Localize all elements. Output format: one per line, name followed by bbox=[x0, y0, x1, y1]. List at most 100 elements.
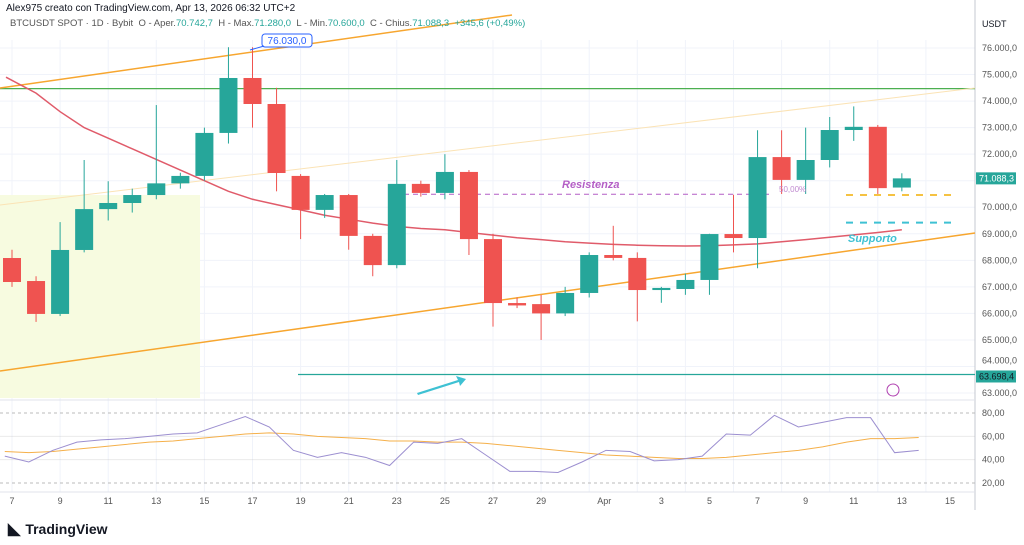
candle bbox=[171, 175, 190, 184]
arrow-icon bbox=[417, 376, 466, 395]
high-callout bbox=[261, 33, 313, 48]
low-label: L - Min. bbox=[296, 18, 328, 29]
candle bbox=[820, 130, 839, 160]
candle bbox=[484, 239, 502, 304]
time-tick: 11 bbox=[104, 496, 113, 506]
price-tick: 64.000,0 bbox=[982, 355, 1017, 365]
candle bbox=[868, 126, 887, 189]
time-tick: 7 bbox=[9, 496, 14, 506]
candle bbox=[27, 281, 46, 314]
change: +345,6 (+0,49%) bbox=[454, 18, 526, 29]
price-tick: 69.000,0 bbox=[982, 229, 1017, 239]
rsi-line bbox=[4, 414, 919, 474]
time-tick: 9 bbox=[803, 496, 808, 506]
candle bbox=[459, 171, 478, 240]
price-tick: 63.000,0 bbox=[982, 388, 1017, 398]
candle bbox=[315, 195, 334, 210]
last-price-badge bbox=[976, 172, 1016, 185]
time-tick: Apr bbox=[597, 496, 611, 506]
candle bbox=[652, 287, 671, 291]
price-tick: 75.000,0 bbox=[982, 70, 1017, 80]
high-label: 76.030,0 bbox=[268, 36, 307, 47]
rsi-tick: 20,00 bbox=[982, 478, 1005, 488]
support-label: Supporto bbox=[848, 233, 897, 245]
candle bbox=[267, 103, 286, 174]
open-value: 70.742,7 bbox=[175, 18, 213, 29]
time-tick: 29 bbox=[536, 496, 546, 506]
moving-average-line bbox=[5, 76, 902, 247]
candle bbox=[339, 195, 358, 236]
time-tick: 11 bbox=[849, 496, 858, 506]
candle bbox=[604, 255, 623, 258]
candle bbox=[676, 279, 695, 289]
high-pointer bbox=[249, 45, 265, 51]
candle bbox=[748, 157, 767, 239]
time-tick: 21 bbox=[344, 496, 354, 506]
candle bbox=[772, 157, 791, 180]
resistance-label: Resistenza bbox=[562, 179, 619, 191]
candle bbox=[556, 292, 575, 314]
price-tick: 73.000,0 bbox=[982, 123, 1017, 133]
time-tick: 19 bbox=[296, 496, 306, 506]
time-tick: 17 bbox=[247, 496, 257, 506]
time-tick: 15 bbox=[199, 496, 209, 506]
level-price-badge-text: 63.698,4 bbox=[979, 371, 1014, 381]
candle bbox=[508, 303, 527, 306]
candle bbox=[411, 183, 430, 193]
candle bbox=[700, 234, 719, 280]
fib-label: 50,00% bbox=[779, 185, 806, 194]
high-label: H - Max. bbox=[218, 18, 255, 29]
candle bbox=[51, 249, 70, 314]
candle bbox=[363, 235, 382, 266]
alert-icon bbox=[886, 383, 900, 397]
price-tick: 65.000,0 bbox=[982, 335, 1017, 345]
rsi-tick: 60,00 bbox=[982, 431, 1005, 441]
candle bbox=[219, 77, 238, 133]
candle bbox=[291, 175, 310, 210]
candle bbox=[892, 178, 911, 188]
time-tick: 3 bbox=[659, 496, 664, 506]
rsi-tick: 80,00 bbox=[982, 408, 1005, 418]
open-label: O - Aper. bbox=[138, 18, 176, 29]
candle bbox=[3, 258, 21, 283]
symbol-legend: BTCUSDT SPOT · 1D · Bybit O - Aper.70.74… bbox=[10, 18, 525, 29]
close-label: C - Chius. bbox=[369, 18, 413, 29]
candle bbox=[243, 77, 262, 104]
rsi-ma-line bbox=[4, 432, 919, 459]
time-tick: 27 bbox=[488, 496, 498, 506]
last-price-badge-text: 71.088,3 bbox=[979, 173, 1014, 183]
time-tick: 15 bbox=[945, 496, 955, 506]
candle bbox=[147, 183, 166, 196]
candle bbox=[99, 202, 118, 210]
price-axis-unit: USDT bbox=[982, 19, 1007, 29]
price-tick: 72.000,0 bbox=[982, 149, 1017, 159]
time-tick: 5 bbox=[707, 496, 712, 506]
close-value: 71.088,3 bbox=[412, 18, 450, 29]
candle bbox=[123, 195, 142, 203]
time-tick: 23 bbox=[392, 496, 402, 506]
candle bbox=[435, 171, 454, 193]
channel-upper-line bbox=[0, 14, 513, 89]
time-tick: 9 bbox=[58, 496, 63, 506]
high-value: 71.280,0 bbox=[254, 18, 292, 29]
low-value: 70.600,0 bbox=[327, 18, 365, 29]
candle bbox=[796, 159, 815, 180]
candle bbox=[580, 255, 599, 293]
candle bbox=[844, 126, 863, 131]
candle bbox=[628, 257, 647, 291]
level-price-badge bbox=[976, 370, 1016, 383]
price-tick: 67.000,0 bbox=[982, 282, 1017, 292]
attribution: Alex975 creato con TradingView.com, Apr … bbox=[6, 3, 296, 14]
time-tick: 25 bbox=[440, 496, 450, 506]
candle bbox=[195, 132, 214, 176]
price-tick: 68.000,0 bbox=[982, 255, 1017, 265]
candle bbox=[75, 209, 94, 250]
time-tick: 7 bbox=[755, 496, 760, 506]
candle bbox=[532, 304, 551, 314]
candle bbox=[724, 234, 743, 239]
price-tick: 74.000,0 bbox=[982, 96, 1017, 106]
time-tick: 13 bbox=[151, 496, 161, 506]
symbol: BTCUSDT SPOT · 1D · Bybit bbox=[10, 18, 134, 29]
time-tick: 13 bbox=[897, 496, 907, 506]
